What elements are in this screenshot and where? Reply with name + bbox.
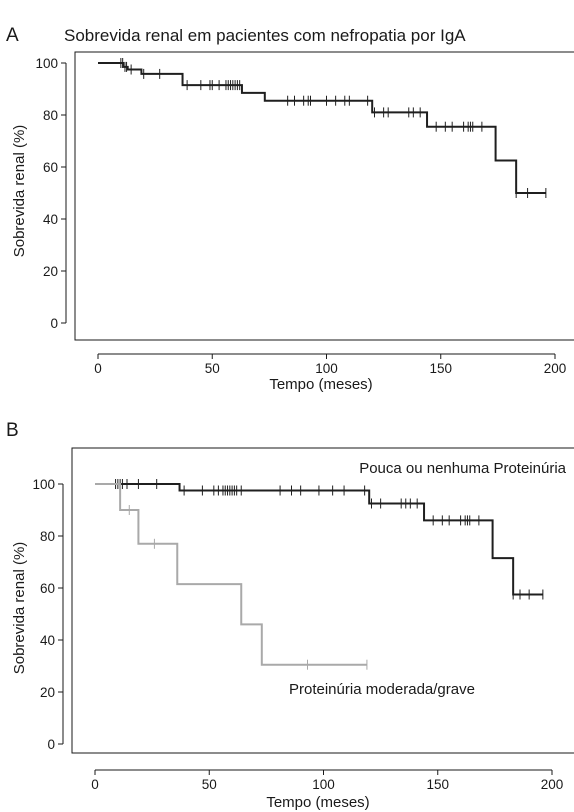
panel-a-x-axis-label: Tempo (meses)	[269, 376, 372, 393]
panel-a-series	[98, 58, 547, 198]
x-tick-label: 150	[426, 777, 449, 792]
x-tick-label: 50	[202, 777, 217, 792]
series-label-low-proteinuria: Pouca ou nenhuma Proteinúria	[359, 460, 566, 477]
panel-a-y-axis-label: Sobrevida renal (%)	[11, 125, 28, 258]
survival-curve-a-0	[98, 62, 546, 194]
panel-b-series	[95, 479, 544, 670]
y-tick-label: 100	[35, 56, 58, 71]
panel-a-plot-frame	[74, 51, 574, 341]
x-tick-label: 100	[312, 777, 335, 792]
panel-b: B 0 20 40 60 80 100 0 50 100 150 200 Pouca ou nen…	[6, 420, 574, 811]
survival-curve-b-0	[95, 483, 543, 596]
panel-b-plot-frame	[71, 447, 574, 754]
y-tick-label: 20	[43, 264, 58, 279]
panel-a-title: Sobrevida renal em pacientes com nefropa…	[64, 26, 466, 45]
y-tick-label: 60	[40, 581, 55, 596]
panel-a-letter: A	[6, 25, 19, 46]
panel-a: A Sobrevida renal em pacientes com nefro…	[6, 25, 574, 393]
panel-a-y-axis: 0 20 40 60 80 100	[35, 56, 67, 331]
x-tick-label: 50	[205, 361, 220, 376]
panel-b-letter: B	[6, 420, 19, 441]
x-tick-label: 100	[315, 361, 338, 376]
panel-b-x-axis: 0 50 100 150 200	[91, 769, 564, 792]
x-tick-label: 0	[94, 361, 102, 376]
panel-b-y-axis-label: Sobrevida renal (%)	[11, 542, 28, 675]
x-tick-label: 200	[544, 361, 567, 376]
x-tick-label: 150	[429, 361, 452, 376]
panel-b-y-axis: 0 20 40 60 80 100	[32, 477, 64, 752]
series-label-moderate-proteinuria: Proteinúria moderada/grave	[289, 681, 475, 698]
y-tick-label: 20	[40, 685, 55, 700]
y-tick-label: 40	[43, 212, 58, 227]
panel-b-x-axis-label: Tempo (meses)	[266, 794, 369, 811]
y-tick-label: 60	[43, 160, 58, 175]
panel-a-x-axis: 0 50 100 150 200	[94, 353, 567, 376]
y-tick-label: 80	[43, 108, 58, 123]
y-tick-label: 40	[40, 633, 55, 648]
y-tick-label: 100	[32, 477, 55, 492]
survival-curve-b-1	[95, 483, 367, 666]
y-tick-label: 80	[40, 529, 55, 544]
y-tick-label: 0	[50, 316, 58, 331]
y-tick-label: 0	[47, 737, 55, 752]
x-tick-label: 200	[541, 777, 564, 792]
x-tick-label: 0	[91, 777, 99, 792]
